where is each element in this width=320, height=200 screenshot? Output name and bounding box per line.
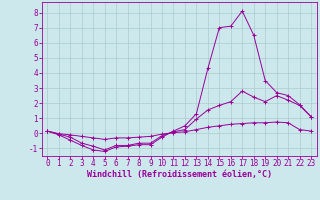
X-axis label: Windchill (Refroidissement éolien,°C): Windchill (Refroidissement éolien,°C) xyxy=(87,170,272,179)
